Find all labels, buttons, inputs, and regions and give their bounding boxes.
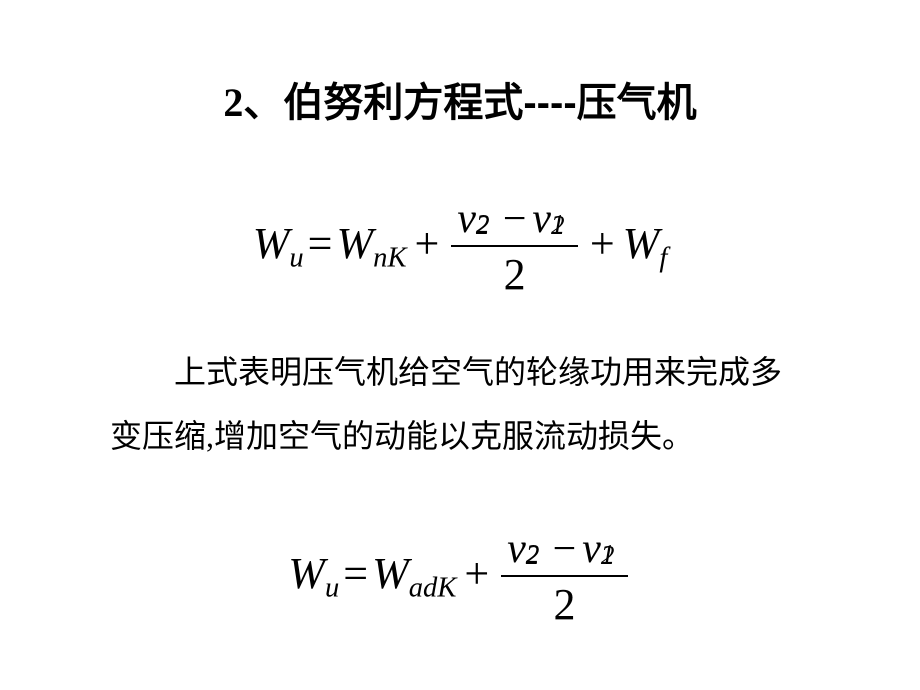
eq1-num-v1-sub: 2 bbox=[476, 209, 490, 240]
eq1-num-v1: v bbox=[457, 196, 476, 242]
eq1-lhs-sub: u bbox=[289, 242, 303, 273]
eq1-term3-sub: f bbox=[659, 242, 667, 273]
eq2-num-v2: v bbox=[582, 526, 601, 572]
eq2-plus: + bbox=[464, 549, 489, 598]
equation-1-formula: Wu=WnK+v22−v212+Wf bbox=[253, 219, 668, 268]
eq1-term1-var: W bbox=[337, 219, 374, 268]
eq2-lhs-sub: u bbox=[325, 572, 339, 603]
eq1-fraction: v22−v212 bbox=[451, 195, 577, 300]
eq2-num-v1: v bbox=[507, 526, 526, 572]
eq1-num-v2-sub: 1 bbox=[551, 209, 565, 240]
equation-2-formula: Wu=WadK+v22−v212 bbox=[288, 549, 631, 598]
slide-title: 2、伯努利方程式----压气机 bbox=[0, 70, 920, 128]
eq2-num-minus: − bbox=[553, 526, 577, 572]
eq2-term1-sub: adK bbox=[409, 572, 457, 603]
title-text: 伯努利方程式----压气机 bbox=[283, 81, 696, 125]
eq1-lhs-var: W bbox=[253, 219, 290, 268]
eq1-plus1: + bbox=[415, 219, 440, 268]
eq1-num-v2: v bbox=[532, 196, 551, 242]
eq1-num-minus: − bbox=[503, 196, 527, 242]
eq2-num-v2-sub: 1 bbox=[601, 539, 615, 570]
title-separator: 、 bbox=[243, 81, 283, 125]
equation-1: Wu=WnK+v22−v212+Wf bbox=[0, 195, 920, 300]
title-number: 2 bbox=[223, 80, 243, 125]
eq1-frac-num: v22−v21 bbox=[451, 195, 577, 247]
body-paragraph: 上式表明压气机给空气的轮缘功用来完成多变压缩,增加空气的动能以克服流动损失。 bbox=[110, 340, 810, 468]
eq2-frac-den: 2 bbox=[501, 577, 627, 630]
eq2-num-v1-sub: 2 bbox=[526, 539, 540, 570]
equation-2: Wu=WadK+v22−v212 bbox=[0, 525, 920, 630]
eq2-frac-num: v22−v21 bbox=[501, 525, 627, 577]
eq2-lhs-var: W bbox=[288, 549, 325, 598]
eq2-fraction: v22−v212 bbox=[501, 525, 627, 630]
eq1-term3-var: W bbox=[623, 219, 660, 268]
eq1-term1-sub: nK bbox=[373, 242, 406, 273]
eq2-term1-var: W bbox=[372, 549, 409, 598]
eq1-frac-den: 2 bbox=[451, 247, 577, 300]
eq2-equals: = bbox=[343, 549, 368, 598]
eq1-plus2: + bbox=[590, 219, 615, 268]
eq1-equals: = bbox=[308, 219, 333, 268]
